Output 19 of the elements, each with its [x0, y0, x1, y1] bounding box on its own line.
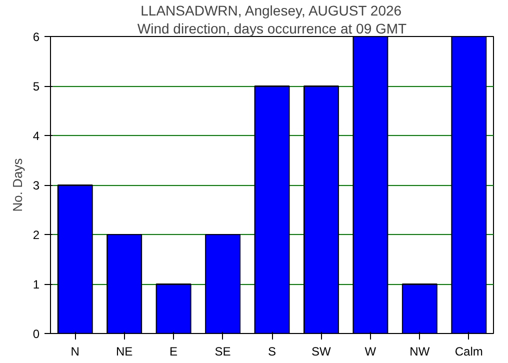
y-tick-label: 4	[32, 129, 40, 143]
x-tick-label: N	[70, 344, 80, 358]
x-tick-label: S	[268, 344, 276, 358]
x-tick-label: NW	[410, 344, 430, 358]
x-tick-label: NE	[116, 344, 133, 358]
y-tick-label: 2	[32, 228, 40, 242]
chart-subtitle: Wind direction, days occurrence at 09 GMT	[137, 20, 408, 36]
y-tick-label: 5	[32, 80, 40, 94]
y-tick-label: 6	[32, 30, 40, 44]
x-tick-label: SE	[214, 344, 231, 358]
y-tick-label: 0	[32, 327, 40, 341]
y-tick-label: 1	[32, 278, 40, 292]
chart-title: LLANSADWRN, Anglesey, AUGUST 2026	[140, 2, 402, 18]
x-tick-label: SW	[312, 344, 332, 358]
y-tick-label: 3	[32, 178, 40, 192]
x-tick-label: E	[170, 344, 178, 358]
y-axis-title: No. Days	[10, 158, 25, 212]
x-tick-label: Calm	[454, 344, 483, 358]
x-tick-label: W	[364, 344, 377, 358]
